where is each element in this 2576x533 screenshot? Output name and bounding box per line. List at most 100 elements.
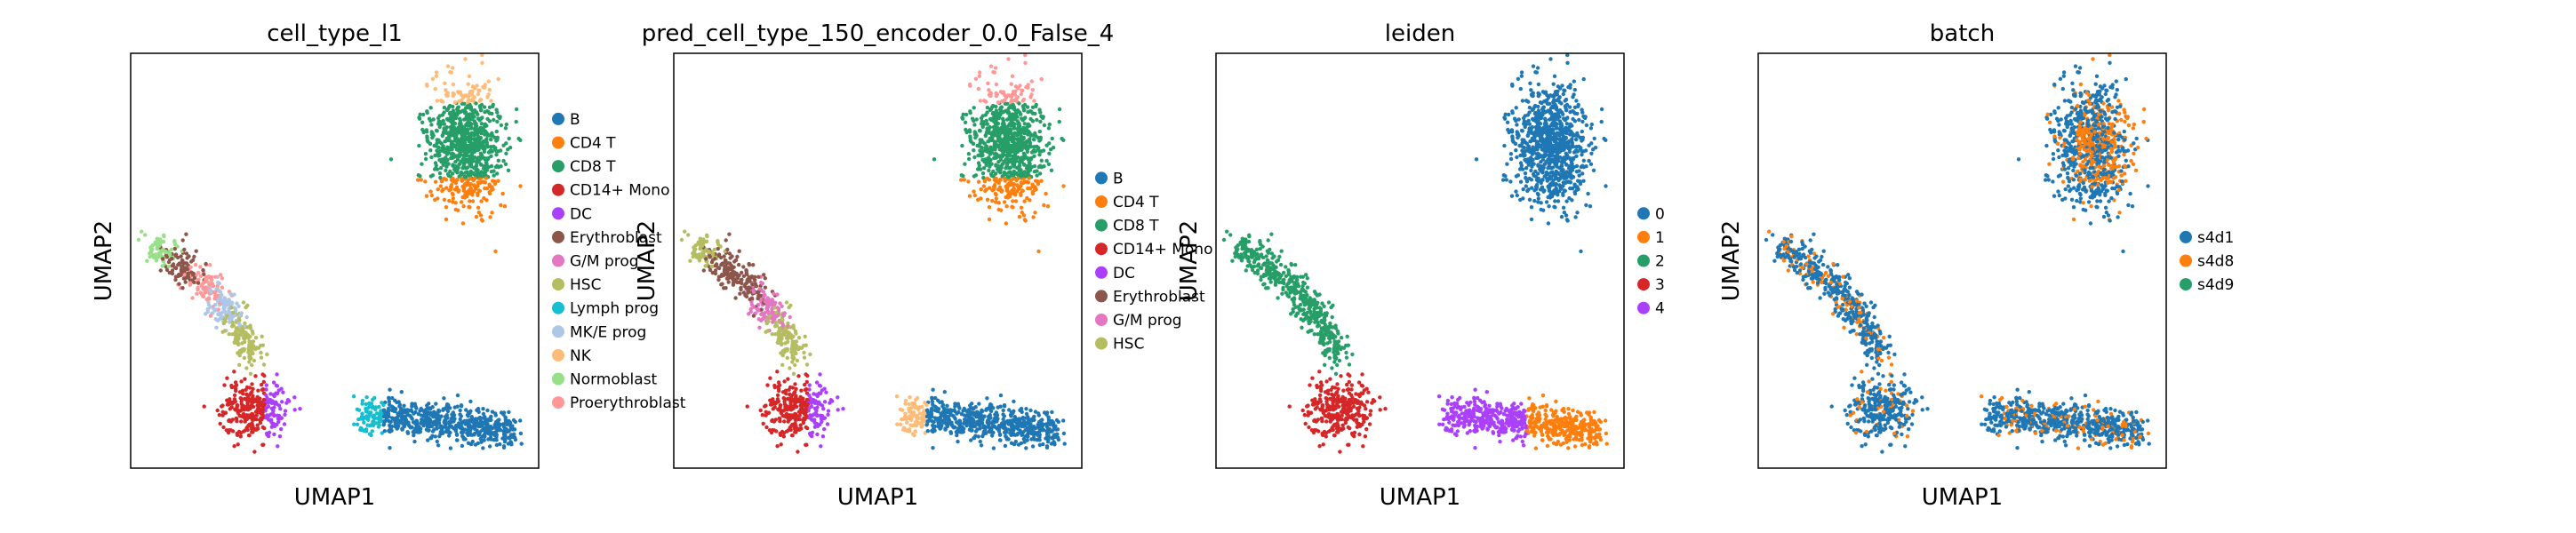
scatter-point — [481, 411, 486, 417]
scatter-point — [780, 336, 784, 340]
scatter-point — [276, 419, 281, 424]
scatter-point — [274, 391, 279, 396]
scatter-point — [423, 156, 428, 162]
scatter-point — [770, 298, 775, 303]
scatter-point — [722, 254, 726, 259]
scatter-point — [1010, 99, 1015, 104]
scatter-point — [783, 325, 788, 330]
legend-marker — [552, 112, 564, 125]
scatter-point — [1044, 191, 1048, 196]
scatter-point — [735, 254, 740, 259]
scatter-point — [448, 70, 452, 75]
scatter-point — [484, 187, 490, 191]
scatter-point — [418, 112, 422, 116]
scatter-point — [483, 170, 487, 174]
scatter-point — [242, 339, 247, 345]
scatter-point — [931, 446, 935, 450]
scatter-point — [1015, 95, 1020, 99]
scatter-point — [210, 278, 214, 282]
scatter-point — [504, 141, 508, 146]
scatter-point — [1010, 157, 1014, 162]
scatter-point — [469, 415, 474, 419]
scatter-point — [963, 413, 967, 418]
scatter-point — [708, 254, 712, 259]
scatter-point — [1036, 146, 1041, 150]
scatter-point — [372, 395, 377, 401]
scatter-point — [240, 397, 244, 402]
scatter-point — [355, 422, 360, 426]
scatter-point — [916, 395, 920, 401]
scatter-point — [976, 86, 981, 91]
scatter-point — [388, 387, 392, 392]
scatter-point — [776, 407, 780, 411]
scatter-point — [518, 184, 523, 188]
scatter-point — [735, 280, 740, 284]
scatter-point — [476, 410, 481, 414]
scatter-point — [241, 300, 246, 305]
scatter-point — [778, 301, 782, 306]
scatter-point — [496, 158, 500, 163]
scatter-point — [737, 249, 741, 253]
scatter-point — [510, 434, 515, 439]
scatter-point — [1016, 124, 1021, 129]
scatter-point — [815, 405, 820, 410]
scatter-point — [233, 380, 238, 385]
scatter-point — [980, 171, 986, 176]
scatter-point — [492, 173, 496, 178]
scatter-point — [1564, 122, 1570, 126]
scatter-point — [514, 107, 519, 112]
scatter-point — [753, 278, 757, 282]
scatter-point — [245, 403, 250, 409]
scatter-point — [994, 114, 998, 119]
scatter-point — [966, 179, 971, 184]
scatter-point — [433, 179, 438, 184]
scatter-point — [352, 422, 356, 426]
scatter-point — [980, 152, 985, 157]
scatter-point — [775, 400, 780, 404]
panel-title: leiden — [1385, 20, 1455, 47]
scatter-point — [475, 144, 479, 149]
scatter-point — [990, 434, 995, 438]
scatter-point — [920, 404, 924, 410]
scatter-point — [779, 403, 783, 408]
scatter-point — [998, 393, 1004, 398]
scatter-point — [779, 442, 783, 447]
scatter-point — [945, 403, 949, 408]
scatter-point — [492, 422, 497, 427]
scatter-point — [208, 290, 213, 294]
scatter-point — [994, 91, 998, 96]
scatter-point — [268, 399, 273, 404]
legend-marker — [1095, 337, 1108, 350]
scatter-point — [435, 138, 439, 142]
scatter-point — [483, 85, 487, 90]
scatter-point — [968, 82, 972, 87]
scatter-point — [220, 314, 224, 319]
scatter-point — [895, 422, 900, 426]
scatter-point — [475, 418, 479, 424]
scatter-point — [950, 413, 956, 418]
scatter-point — [969, 428, 974, 433]
scatter-point — [457, 91, 461, 95]
scatter-point — [948, 408, 953, 412]
scatter-point — [428, 189, 433, 194]
scatter-point — [176, 274, 180, 279]
scatter-point — [213, 317, 218, 322]
scatter-point — [402, 403, 406, 408]
scatter-point — [204, 286, 210, 290]
scatter-point — [150, 252, 156, 258]
scatter-point — [229, 405, 234, 410]
scatter-point — [480, 219, 484, 223]
scatter-point — [485, 145, 490, 149]
scatter-point — [154, 259, 159, 263]
scatter-point — [794, 331, 798, 336]
scatter-point — [283, 409, 288, 413]
scatter-point — [486, 92, 491, 97]
scatter-point — [716, 246, 720, 251]
scatter-point — [425, 411, 429, 416]
legend-marker — [552, 348, 564, 362]
scatter-point — [519, 442, 524, 446]
scatter-point — [492, 117, 496, 123]
scatter-point — [762, 273, 766, 277]
scatter-point — [724, 238, 728, 243]
